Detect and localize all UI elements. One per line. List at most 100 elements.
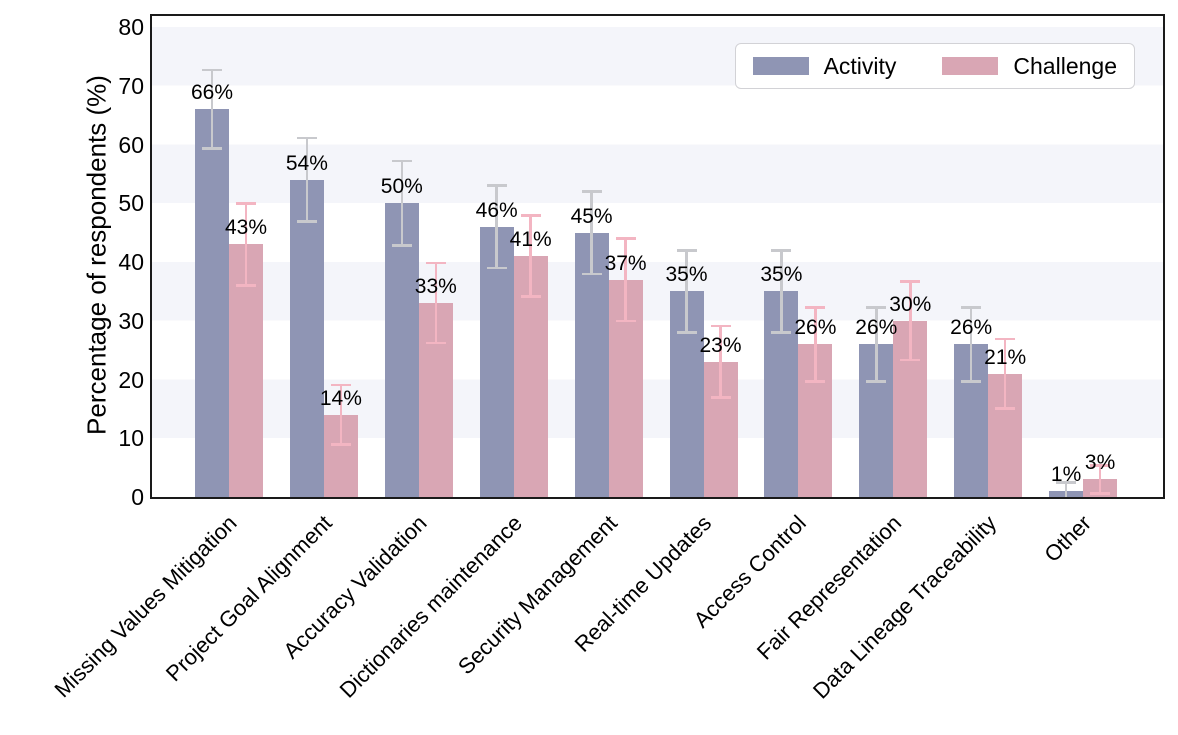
plot-inner: 66% 43% 54% 14% 50% 33% 46% 41% 45% 37% 35% 23% 35% 2…	[152, 16, 1163, 497]
error-bar-bottom-cap	[1090, 492, 1111, 495]
bar-value-label: 26%	[794, 316, 837, 340]
error-bar-top-cap	[486, 184, 507, 187]
error-bar-top-cap	[425, 261, 446, 265]
error-bar-line	[1064, 482, 1068, 497]
error-bar-line	[210, 69, 214, 149]
error-bar-line	[1003, 338, 1007, 409]
error-bar-bottom-cap	[236, 284, 256, 287]
error-bar-bottom-cap	[866, 380, 887, 383]
error-bar-line	[590, 191, 593, 274]
error-bar-top-cap	[615, 237, 636, 240]
error-bar-top-cap	[676, 249, 697, 252]
error-bar-line	[434, 263, 438, 344]
x-tick-label: Missing Values Mitigation	[49, 510, 242, 703]
bar-value-label: 35%	[665, 263, 708, 287]
bar-value-label: 21%	[984, 345, 1027, 369]
error-bar-top-cap	[805, 306, 826, 309]
error-bar-bottom-cap	[486, 266, 507, 270]
bar-value-label: 35%	[760, 263, 803, 287]
bar-value-label: 54%	[285, 151, 328, 175]
error-bar-line	[685, 250, 688, 333]
bar-value-label: 37%	[604, 251, 647, 275]
error-bar-top-cap	[995, 337, 1016, 341]
error-bar-top-cap	[710, 324, 731, 328]
error-bar-line	[719, 326, 722, 398]
error-bar-line	[400, 160, 404, 246]
challenge-swatch-icon	[942, 57, 999, 75]
error-bar-line	[875, 307, 878, 382]
activity-bar	[195, 109, 229, 497]
y-tick-label: 30	[118, 307, 144, 334]
error-bar-bottom-cap	[805, 380, 826, 383]
bar-value-label: 26%	[855, 316, 898, 340]
error-bar-bottom-cap	[391, 244, 412, 247]
bar-value-label: 66%	[190, 81, 234, 105]
legend: Activity Challenge	[734, 43, 1135, 89]
error-bar-line	[495, 185, 498, 268]
error-bar-bottom-cap	[676, 331, 697, 334]
error-bar-bottom-cap	[330, 443, 351, 446]
y-tick-label: 40	[118, 249, 144, 275]
error-bar-top-cap	[391, 159, 412, 163]
x-tick-label: Data Lineage Traceability	[807, 510, 1002, 704]
error-bar-bottom-cap	[900, 358, 921, 362]
error-bar-top-cap	[1090, 464, 1111, 467]
y-tick-label: 70	[118, 72, 144, 99]
bar-value-label: 14%	[319, 386, 362, 410]
error-bar-bottom-cap	[771, 331, 792, 334]
error-bar-line	[339, 384, 343, 445]
error-bar-top-cap	[202, 68, 222, 72]
error-bar-top-cap	[771, 249, 792, 252]
error-bar-top-cap	[296, 136, 317, 140]
bar-value-label: 30%	[889, 292, 932, 316]
bar-value-label: 43%	[224, 216, 268, 240]
bar-value-label: 33%	[414, 275, 457, 299]
activity-bar	[574, 232, 609, 497]
error-bar-line	[529, 215, 532, 297]
error-bar-bottom-cap	[581, 272, 602, 275]
y-tick-label: 50	[118, 190, 144, 217]
x-tick-label: Security Management	[452, 510, 622, 680]
error-bar-line	[305, 138, 309, 222]
error-bar-line	[1098, 465, 1102, 494]
error-bar-line	[969, 307, 973, 382]
error-bar-top-cap	[330, 383, 351, 387]
error-bar-line	[780, 250, 783, 333]
bar-value-label: 1%	[1050, 463, 1082, 487]
y-tick-label: 0	[131, 484, 144, 510]
bar-value-label: 41%	[509, 228, 552, 252]
legend-entry-challenge: Challenge	[942, 53, 1117, 80]
plot-area: 66% 43% 54% 14% 50% 33% 46% 41% 45% 37% 35% 23% 35% 2…	[150, 14, 1165, 499]
bar-value-label: 26%	[950, 316, 993, 340]
bar-value-label: 46%	[475, 198, 518, 222]
y-tick-label: 10	[118, 425, 144, 452]
x-tick-label: Project Goal Alignment	[160, 510, 337, 687]
legend-entry-activity: Activity	[752, 52, 897, 80]
legend-label-challenge: Challenge	[1013, 52, 1117, 79]
activity-swatch-icon	[752, 57, 809, 75]
error-bar-bottom-cap	[710, 396, 731, 399]
error-bar-top-cap	[961, 306, 982, 309]
y-tick-label: 80	[118, 14, 144, 40]
y-tick-label: 60	[118, 131, 144, 158]
error-bar-top-cap	[1056, 481, 1077, 484]
error-bar-line	[814, 307, 817, 382]
error-bar-bottom-cap	[615, 319, 636, 322]
error-bar-line	[244, 203, 248, 286]
y-tick-label: 20	[118, 366, 144, 393]
activity-bar	[289, 179, 324, 497]
error-bar-line	[624, 238, 627, 321]
activity-bar	[479, 226, 514, 497]
legend-label-activity: Activity	[823, 52, 897, 79]
error-bar-bottom-cap	[995, 407, 1016, 410]
bar-value-label: 50%	[380, 175, 423, 199]
error-bar-top-cap	[236, 202, 256, 205]
error-bar-top-cap	[900, 280, 921, 283]
bar-value-label: 45%	[570, 204, 613, 228]
error-bar-top-cap	[581, 190, 602, 193]
x-tick-label: Dictionaries maintenance	[334, 510, 527, 703]
activity-bar	[384, 203, 419, 497]
error-bar-bottom-cap	[520, 295, 541, 298]
error-bar-line	[909, 281, 912, 361]
